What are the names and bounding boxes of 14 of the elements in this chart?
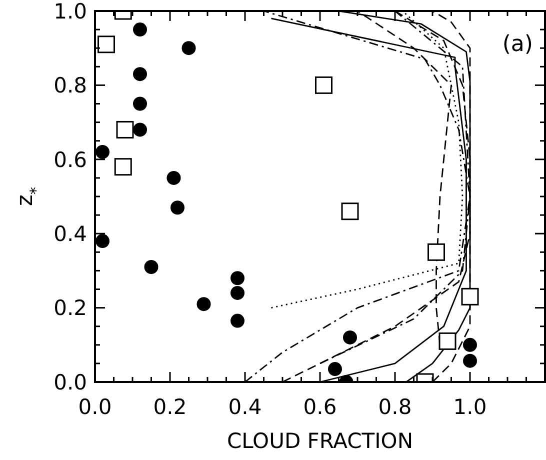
y-tick-label: 0.2 <box>54 296 87 320</box>
x-tick-label: 1.0 <box>453 395 487 419</box>
x-tick-label: 0.2 <box>153 395 187 419</box>
x-tick-label: 0.4 <box>228 395 262 419</box>
y-tick-label: 0.0 <box>54 370 87 394</box>
x-tick-label: 0.0 <box>78 395 112 419</box>
x-tick-label: 0.8 <box>378 395 412 419</box>
y-tick-label: 0.8 <box>54 74 87 98</box>
y-tick-label: 0.4 <box>54 222 87 246</box>
x-axis-title: CLOUD FRACTION <box>226 429 414 453</box>
y-tick-label: 0.6 <box>54 148 87 172</box>
annotation: (a) <box>502 32 533 57</box>
x-tick-label: 0.6 <box>303 395 337 419</box>
y-tick-label: 1.0 <box>54 0 87 24</box>
